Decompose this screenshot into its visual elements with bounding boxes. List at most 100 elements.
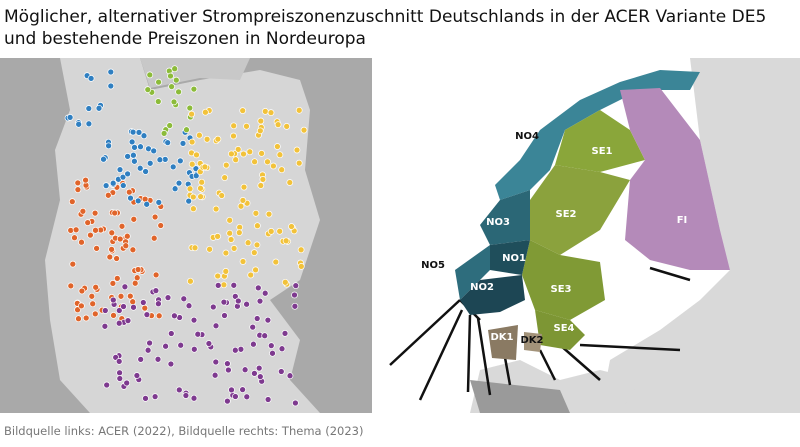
- site-dot: [143, 311, 151, 318]
- site-dot: [243, 122, 250, 130]
- site-dot: [146, 71, 154, 79]
- site-dot: [257, 182, 265, 189]
- site-dot: [170, 98, 178, 106]
- site-dot: [188, 110, 195, 118]
- site-dot: [258, 150, 265, 157]
- site-dot: [157, 222, 165, 229]
- site-dot: [264, 316, 272, 324]
- site-dot: [267, 342, 275, 349]
- zone-label: SE3: [551, 284, 572, 295]
- site-dot: [203, 135, 211, 143]
- site-dot: [106, 253, 114, 261]
- site-dot: [202, 108, 209, 116]
- zone-label: DK1: [490, 332, 513, 343]
- site-dot: [123, 379, 131, 387]
- germany: [45, 58, 320, 413]
- site-dot: [68, 198, 76, 205]
- site-dot: [276, 151, 284, 159]
- site-dot: [187, 277, 194, 285]
- site-dot: [196, 131, 203, 139]
- site-dot: [88, 292, 96, 300]
- site-dot: [176, 157, 184, 165]
- site-dot: [128, 138, 136, 146]
- site-dot: [257, 117, 265, 125]
- site-dot: [255, 364, 263, 372]
- site-dot: [127, 194, 134, 202]
- site-dot: [93, 245, 100, 252]
- site-dot: [124, 170, 131, 178]
- site-dot: [214, 233, 221, 240]
- zone-label: SE4: [554, 323, 575, 334]
- site-dot: [113, 275, 121, 282]
- site-dot: [224, 397, 231, 405]
- site-dot: [142, 395, 149, 402]
- site-dot: [72, 226, 80, 234]
- site-dot: [85, 120, 93, 128]
- site-dot: [115, 358, 123, 365]
- site-dot: [198, 178, 206, 186]
- site-dot: [171, 185, 179, 193]
- site-dot: [104, 191, 112, 199]
- site-dot: [142, 168, 149, 175]
- site-dot: [291, 302, 299, 310]
- site-dot: [87, 231, 94, 239]
- site-dot: [75, 120, 83, 128]
- site-dot: [190, 345, 198, 353]
- site-dot: [212, 358, 220, 366]
- sea: [140, 58, 250, 88]
- site-dot: [154, 98, 162, 105]
- site-dot: [155, 199, 163, 206]
- site-dot: [131, 279, 139, 287]
- site-dot: [230, 245, 238, 252]
- site-dot: [150, 147, 158, 155]
- site-dot: [117, 292, 125, 300]
- site-dot: [265, 210, 273, 218]
- site-dot: [118, 222, 126, 230]
- site-dot: [154, 355, 162, 363]
- site-dot: [211, 371, 219, 379]
- site-dot: [188, 138, 196, 146]
- site-dot: [166, 122, 174, 129]
- site-dot: [144, 346, 152, 354]
- site-dot: [254, 222, 261, 230]
- site-dot: [230, 132, 237, 140]
- site-dot: [297, 263, 305, 270]
- site-dot: [295, 159, 303, 167]
- site-dot: [228, 386, 235, 394]
- site-dot: [227, 236, 235, 243]
- right-map: NO4 SE1 SE2 FI NO3 NO1 NO5 SE3 NO2 SE4 DK1 DK2: [378, 58, 800, 413]
- site-dot: [101, 322, 109, 330]
- site-dot: [136, 164, 144, 172]
- site-dot: [167, 330, 175, 337]
- site-dot: [171, 65, 179, 73]
- site-dot: [91, 209, 99, 217]
- caption: Bildquelle links: ACER (2022), Bildquell…: [4, 424, 364, 438]
- site-dot: [172, 76, 180, 84]
- site-dot: [115, 307, 123, 314]
- site-dot: [190, 205, 197, 213]
- site-dot: [222, 249, 230, 257]
- site-dot: [205, 340, 213, 347]
- site-dot: [259, 176, 267, 183]
- zone-label: NO5: [421, 260, 445, 271]
- site-dot: [282, 237, 290, 245]
- site-dot: [212, 205, 220, 213]
- site-dot: [75, 315, 82, 323]
- site-dot: [232, 393, 239, 400]
- site-dot: [120, 303, 127, 310]
- site-dot: [102, 182, 110, 189]
- site-dot: [92, 283, 100, 291]
- site-dot: [82, 176, 89, 184]
- site-dot: [186, 104, 194, 112]
- site-dot: [256, 373, 264, 380]
- site-dot: [239, 258, 247, 265]
- site-dot: [239, 197, 247, 204]
- site-dot: [222, 161, 230, 169]
- site-dot: [212, 322, 220, 330]
- site-dot: [150, 234, 158, 242]
- site-dot: [155, 78, 162, 86]
- site-dot: [197, 193, 204, 200]
- left-map: [0, 58, 372, 413]
- site-dot: [240, 150, 247, 158]
- site-dot: [190, 394, 198, 402]
